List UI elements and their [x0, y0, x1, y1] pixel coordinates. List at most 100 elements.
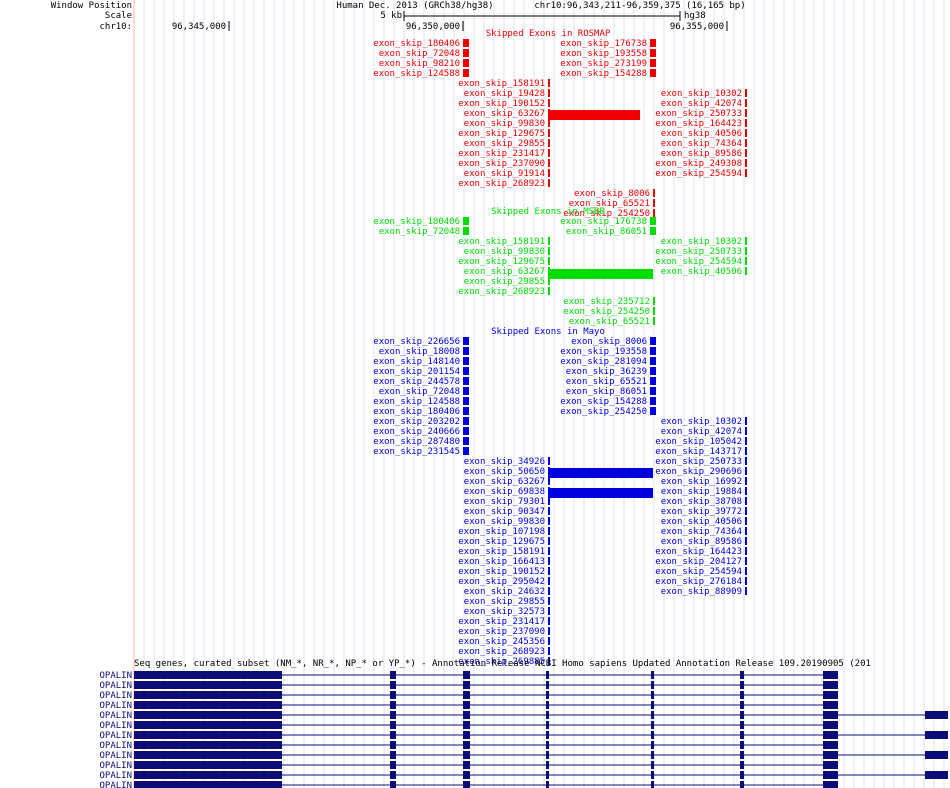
- feature-block[interactable]: [653, 317, 655, 325]
- feature-block[interactable]: [548, 577, 550, 585]
- exon-skip-feature[interactable]: exon_skip_180406: [373, 407, 469, 417]
- exon-skip-feature[interactable]: exon_skip_91914: [464, 169, 550, 179]
- exon-skip-feature[interactable]: exon_skip_154288: [560, 69, 656, 79]
- exon-skip-feature[interactable]: exon_skip_148140: [373, 357, 469, 367]
- feature-block[interactable]: [548, 627, 550, 635]
- exon-skip-feature[interactable]: exon_skip_65521: [569, 199, 655, 209]
- exon-skip-feature[interactable]: exon_skip_244578: [373, 377, 469, 387]
- exon-skip-feature[interactable]: exon_skip_88909: [661, 587, 747, 597]
- exon-skip-wide-block[interactable]: [548, 269, 653, 279]
- feature-block[interactable]: [650, 377, 656, 385]
- feature-block[interactable]: [463, 49, 469, 57]
- feature-block[interactable]: [745, 547, 747, 555]
- feature-block[interactable]: [745, 557, 747, 565]
- feature-block[interactable]: [463, 357, 469, 365]
- exon-skip-feature[interactable]: exon_skip_226656: [373, 337, 469, 347]
- exon-skip-feature[interactable]: exon_skip_29855: [464, 597, 550, 607]
- feature-block[interactable]: [650, 49, 656, 57]
- refseq-transcript[interactable]: OPALIN: [99, 761, 838, 771]
- exon-skip-feature[interactable]: exon_skip_154288: [560, 397, 656, 407]
- exon-skip-feature[interactable]: exon_skip_269885: [458, 657, 550, 667]
- feature-block[interactable]: [463, 437, 469, 445]
- exon-skip-feature[interactable]: exon_skip_201154: [373, 367, 469, 377]
- exon-skip-feature[interactable]: exon_skip_158191: [458, 237, 550, 247]
- feature-block[interactable]: [745, 537, 747, 545]
- exon-skip-feature[interactable]: exon_skip_36239: [566, 367, 656, 377]
- exon-skip-feature[interactable]: exon_skip_42074: [661, 427, 747, 437]
- exon-skip-feature[interactable]: exon_skip_287480: [373, 437, 469, 447]
- feature-block[interactable]: [548, 79, 550, 87]
- feature-block[interactable]: [650, 407, 656, 415]
- feature-block[interactable]: [548, 247, 550, 255]
- feature-block[interactable]: [548, 287, 550, 295]
- feature-block[interactable]: [745, 517, 747, 525]
- exon-skip-feature[interactable]: exon_skip_164423: [655, 547, 747, 557]
- feature-block[interactable]: [650, 69, 656, 77]
- exon-skip-feature[interactable]: exon_skip_10302: [661, 89, 747, 99]
- exon-skip-feature[interactable]: exon_skip_254594: [655, 169, 747, 179]
- feature-block[interactable]: [745, 507, 747, 515]
- refseq-transcript[interactable]: OPALIN: [99, 781, 838, 788]
- feature-block[interactable]: [745, 497, 747, 505]
- exon-skip-feature[interactable]: exon_skip_50650: [464, 467, 550, 477]
- exon-skip-feature[interactable]: exon_skip_254250: [563, 307, 655, 317]
- refseq-transcript[interactable]: OPALIN: [99, 721, 838, 731]
- exon-skip-feature[interactable]: exon_skip_74364: [661, 139, 747, 149]
- exon-skip-wide-block[interactable]: [548, 468, 653, 478]
- exon-skip-feature[interactable]: exon_skip_124588: [373, 397, 469, 407]
- feature-block[interactable]: [463, 397, 469, 405]
- feature-block[interactable]: [548, 587, 550, 595]
- feature-block[interactable]: [653, 297, 655, 305]
- exon-skip-feature[interactable]: exon_skip_10302: [661, 417, 747, 427]
- feature-block[interactable]: [650, 347, 656, 355]
- exon-skip-feature[interactable]: exon_skip_107198: [458, 527, 550, 537]
- feature-block[interactable]: [745, 169, 747, 177]
- exon-skip-feature[interactable]: exon_skip_268923: [458, 647, 550, 657]
- refseq-transcript[interactable]: OPALIN: [99, 701, 838, 711]
- exon-skip-feature[interactable]: exon_skip_65521: [566, 377, 656, 387]
- exon-skip-feature[interactable]: exon_skip_89586: [661, 149, 747, 159]
- mayo-track[interactable]: Skipped Exons in Mayoexon_skip_226656exo…: [373, 327, 747, 667]
- exon-skip-feature[interactable]: exon_skip_240666: [373, 427, 469, 437]
- exon-skip-feature[interactable]: exon_skip_99830: [464, 119, 550, 129]
- exon-skip-feature[interactable]: exon_skip_42074: [661, 99, 747, 109]
- exon-skip-feature[interactable]: exon_skip_40506: [661, 517, 747, 527]
- exon-skip-feature[interactable]: exon_skip_190152: [458, 99, 550, 109]
- feature-block[interactable]: [745, 257, 747, 265]
- feature-block[interactable]: [745, 119, 747, 127]
- feature-block[interactable]: [745, 487, 747, 495]
- feature-block[interactable]: [463, 337, 469, 345]
- feature-block[interactable]: [548, 139, 550, 147]
- exon-skip-feature[interactable]: exon_skip_40506: [661, 267, 747, 277]
- msbb-track[interactable]: Skipped Exons in MSBBexon_skip_180406exo…: [373, 207, 747, 327]
- exon-skip-feature[interactable]: exon_skip_129675: [458, 129, 550, 139]
- exon-skip-feature[interactable]: exon_skip_231545: [373, 447, 469, 457]
- feature-block[interactable]: [463, 407, 469, 415]
- exon-skip-feature[interactable]: exon_skip_250733: [655, 109, 747, 119]
- refseq-transcript[interactable]: OPALIN: [99, 751, 948, 761]
- exon-skip-feature[interactable]: exon_skip_180406: [373, 39, 469, 49]
- feature-block[interactable]: [745, 109, 747, 117]
- exon-skip-feature[interactable]: exon_skip_63267: [464, 267, 550, 277]
- feature-block[interactable]: [463, 69, 469, 77]
- exon-skip-feature[interactable]: exon_skip_19884: [661, 487, 747, 497]
- exon-skip-feature[interactable]: exon_skip_190152: [458, 567, 550, 577]
- feature-block[interactable]: [745, 477, 747, 485]
- feature-block[interactable]: [745, 149, 747, 157]
- exon-skip-feature[interactable]: exon_skip_273199: [560, 59, 656, 69]
- feature-block[interactable]: [548, 237, 550, 245]
- feature-block[interactable]: [548, 477, 550, 485]
- exon-skip-feature[interactable]: exon_skip_99830: [464, 517, 550, 527]
- feature-block[interactable]: [745, 139, 747, 147]
- exon-skip-wide-block[interactable]: [548, 488, 653, 498]
- exon-skip-feature[interactable]: exon_skip_8006: [571, 337, 656, 347]
- exon-skip-feature[interactable]: exon_skip_176738: [560, 217, 656, 227]
- feature-block[interactable]: [548, 99, 550, 107]
- feature-block[interactable]: [745, 457, 747, 465]
- feature-block[interactable]: [463, 387, 469, 395]
- feature-block[interactable]: [548, 617, 550, 625]
- feature-block[interactable]: [745, 427, 747, 435]
- exon-skip-feature[interactable]: exon_skip_16992: [661, 477, 747, 487]
- feature-block[interactable]: [548, 637, 550, 645]
- exon-skip-feature[interactable]: exon_skip_203202: [373, 417, 469, 427]
